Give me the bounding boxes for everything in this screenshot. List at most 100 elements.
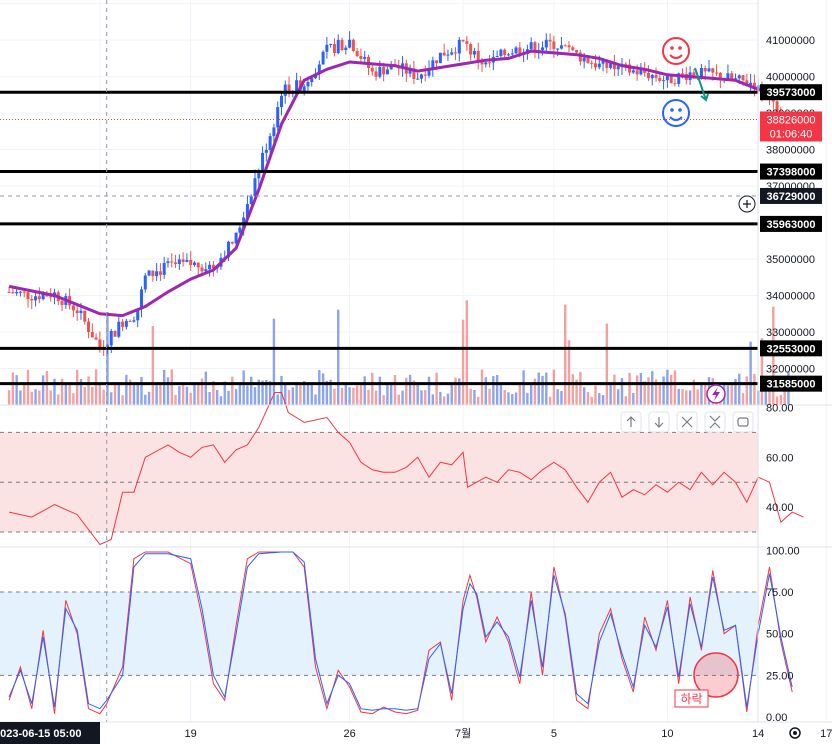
stoch-rsi-pane[interactable]: 하락 (0, 551, 793, 715)
candle (344, 45, 348, 55)
candle (563, 44, 567, 47)
candle (185, 253, 189, 263)
price-pane[interactable] (0, 31, 790, 405)
volume-bar (280, 375, 283, 405)
candle (121, 319, 125, 332)
volume-bar (730, 383, 733, 405)
volume-bar (473, 390, 476, 405)
volume-bar (586, 391, 590, 405)
svg-text:37398000: 37398000 (767, 167, 816, 179)
time-tick-label: 17 (820, 728, 832, 740)
candle (192, 261, 196, 267)
drop-highlight-circle[interactable] (693, 652, 739, 698)
candle (189, 250, 193, 271)
time-axis[interactable]: 2023-06-15 05:00 19 26 7월 5 10 14 17 (0, 722, 832, 744)
volume-bar (181, 384, 185, 405)
volume-bar (272, 318, 276, 405)
candle (726, 64, 730, 80)
price-tick-label: 32000000 (766, 364, 815, 376)
volume-bar (575, 379, 578, 405)
volume-bar (386, 384, 389, 405)
candle (461, 39, 465, 43)
candle (196, 262, 200, 277)
stoch-axis[interactable]: 0.00 25.00 50.00 75.00 100.00 (766, 545, 800, 724)
volume-bar (310, 384, 313, 405)
volume-bar (352, 387, 355, 405)
horizontal-levels[interactable] (0, 90, 758, 386)
volume-bar (628, 372, 631, 405)
candle (423, 65, 427, 82)
volume-bar (753, 373, 756, 405)
volume-bar (507, 392, 510, 405)
trend-arrow-drawing[interactable] (694, 67, 709, 102)
volume-bar (454, 377, 457, 405)
candle (230, 241, 234, 245)
volume-bar (219, 396, 223, 405)
arrow-down-icon[interactable] (648, 411, 670, 433)
candle (715, 64, 719, 77)
volume-bar (408, 374, 412, 405)
rsi-pane[interactable] (0, 392, 804, 546)
rsi-line (8, 392, 804, 546)
svg-text:31585000: 31585000 (767, 379, 816, 391)
lightning-icon[interactable] (706, 384, 726, 404)
arrow-up-icon[interactable] (620, 411, 642, 433)
volume-bar (465, 300, 469, 405)
time-tick-label: 10 (661, 728, 673, 740)
gear-icon[interactable] (789, 727, 801, 739)
volume-bar (685, 390, 688, 405)
volume-bar (333, 388, 336, 405)
volume-bar (639, 373, 643, 405)
volume-bar (204, 371, 208, 405)
candle (567, 41, 571, 53)
volume-bar (329, 379, 332, 405)
volume-bar (439, 391, 442, 405)
drop-label[interactable]: 하락 (674, 689, 709, 708)
volume-bar (696, 389, 699, 405)
volume-bar (484, 377, 487, 405)
candle (71, 303, 75, 318)
rsi-axis[interactable]: 40.00 60.00 80.00 (766, 402, 794, 514)
candle (359, 48, 363, 64)
volume-bar (598, 392, 601, 405)
maximize-icon[interactable] (732, 411, 754, 433)
volume-bar (234, 389, 238, 405)
candle (181, 252, 185, 267)
volume-bar (128, 379, 132, 405)
volume-bar (132, 383, 136, 405)
volume-bar (461, 319, 465, 405)
volume-bar (238, 383, 242, 405)
candle (469, 42, 473, 61)
volume-bar (208, 392, 211, 405)
plus-icon[interactable] (738, 195, 756, 213)
candle (227, 240, 231, 262)
candle (662, 75, 666, 90)
smiley-blue-icon[interactable] (662, 99, 690, 127)
volume-bar (401, 390, 404, 405)
svg-text:36729000: 36729000 (767, 191, 816, 203)
volume-bar (734, 378, 737, 405)
candle (143, 273, 147, 293)
volume-bar (518, 382, 522, 405)
candle (431, 56, 435, 77)
candle (166, 257, 170, 268)
volume-bar (102, 389, 105, 405)
volume-bar (666, 369, 669, 405)
candle (113, 330, 117, 337)
volume-bar (393, 374, 397, 405)
candle (83, 310, 87, 325)
volume-bar (492, 376, 495, 405)
candle (124, 318, 128, 330)
volume-bar (495, 374, 499, 405)
volume-bar (91, 386, 94, 405)
smiley-red-icon[interactable] (662, 37, 690, 65)
close-icon[interactable] (676, 411, 698, 433)
volume-bar (704, 383, 707, 405)
volume-bar (389, 383, 393, 405)
collapse-icon[interactable] (704, 411, 726, 433)
volume-bar (688, 390, 692, 405)
candle (208, 261, 212, 277)
volume-bar (779, 394, 783, 405)
volume-bar (397, 394, 400, 405)
